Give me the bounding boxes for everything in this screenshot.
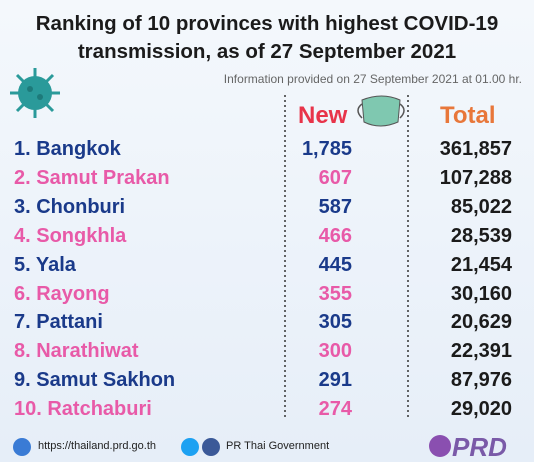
logo: PRD xyxy=(452,432,507,462)
total-cases: 30,160 xyxy=(450,282,512,305)
total-cases: 85,022 xyxy=(450,195,512,218)
new-cases: 291 xyxy=(318,369,352,392)
prd-emblem xyxy=(429,435,451,457)
total-cases: 361,857 xyxy=(439,138,512,160)
mask-icon xyxy=(357,95,405,127)
total-cases: 20,629 xyxy=(450,311,512,334)
new-cases: 466 xyxy=(318,224,352,247)
province: 5. Yala xyxy=(14,253,76,276)
province: 6. Rayong xyxy=(14,282,110,305)
province: 2. Samut Prakan xyxy=(14,166,170,189)
province: 7. Pattani xyxy=(14,311,103,334)
province: 3. Chonburi xyxy=(14,195,126,218)
new-cases: 1,785 xyxy=(301,138,352,160)
new-cases: 355 xyxy=(318,282,352,305)
province: 4. Songkhla xyxy=(14,224,127,247)
social-name: PR Thai Government xyxy=(226,440,330,452)
new-cases: 587 xyxy=(318,195,352,218)
virus-icon xyxy=(10,68,60,118)
facebook-icon xyxy=(202,438,220,456)
new-cases: 274 xyxy=(318,398,352,421)
total-cases: 107,288 xyxy=(439,166,512,189)
total-cases: 29,020 xyxy=(450,398,512,421)
new-cases: 300 xyxy=(318,340,352,363)
province: 8. Narathiwat xyxy=(14,340,139,363)
total-cases: 21,454 xyxy=(450,253,512,276)
total-cases: 87,976 xyxy=(450,369,512,392)
province: 9. Samut Sakhon xyxy=(14,369,176,392)
title-line: Ranking of 10 provinces with highest COV… xyxy=(35,12,499,35)
new-cases: 607 xyxy=(318,166,352,189)
total-cases: 28,539 xyxy=(450,224,512,247)
province: 10. Ratchaburi xyxy=(14,398,152,421)
new-cases: 305 xyxy=(318,311,352,334)
subtitle: Information provided on 27 September 202… xyxy=(223,72,522,86)
total-cases: 22,391 xyxy=(450,340,512,363)
column-header: New xyxy=(298,102,348,129)
title-line: transmission, as of 27 September 2021 xyxy=(77,40,457,63)
twitter-icon xyxy=(181,438,199,456)
province: 1. Bangkok xyxy=(14,138,121,160)
website-link[interactable]: https://thailand.prd.go.th xyxy=(38,440,157,452)
new-cases: 445 xyxy=(318,253,352,276)
column-header: Total xyxy=(440,102,496,129)
globe-icon xyxy=(13,438,31,456)
